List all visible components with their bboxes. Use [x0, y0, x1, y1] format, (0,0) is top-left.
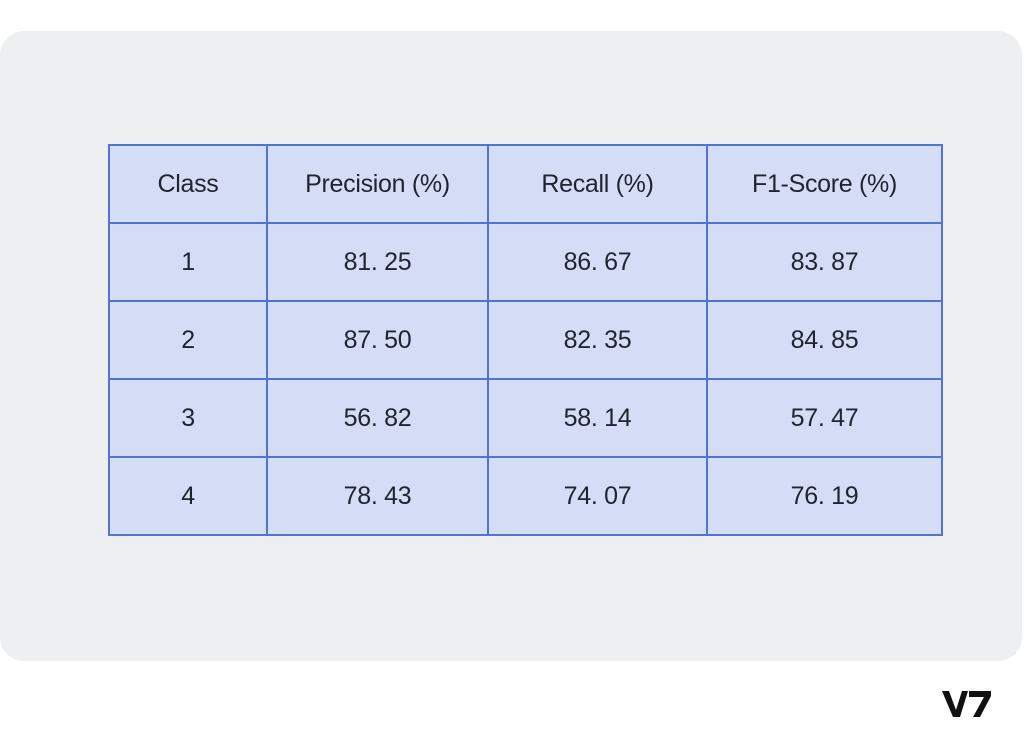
v7-logo-icon	[942, 688, 992, 720]
metrics-table: Class Precision (%) Recall (%) F1-Score …	[108, 144, 943, 536]
class-cell: 3	[108, 378, 268, 458]
v7-logo-v-inner-shape	[957, 691, 968, 717]
table-header-row: Class Precision (%) Recall (%) F1-Score …	[108, 144, 943, 224]
header-cell-precision: Precision (%)	[266, 144, 489, 224]
precision-cell: 81. 25	[266, 222, 489, 302]
f1-score-cell: 84. 85	[706, 300, 943, 380]
precision-cell: 78. 43	[266, 456, 489, 536]
recall-cell: 86. 67	[487, 222, 708, 302]
v7-logo-svg	[942, 691, 991, 717]
f1-score-cell: 57. 47	[706, 378, 943, 458]
header-cell-f1-score: F1-Score (%)	[706, 144, 943, 224]
precision-cell: 56. 82	[266, 378, 489, 458]
class-cell: 4	[108, 456, 268, 536]
header-cell-recall: Recall (%)	[487, 144, 708, 224]
recall-cell: 74. 07	[487, 456, 708, 536]
v7-logo-seven-shape	[969, 691, 991, 717]
class-cell: 1	[108, 222, 268, 302]
table-row: 2 87. 50 82. 35 84. 85	[108, 300, 943, 380]
table-row: 3 56. 82 58. 14 57. 47	[108, 378, 943, 458]
precision-cell: 87. 50	[266, 300, 489, 380]
header-cell-class: Class	[108, 144, 268, 224]
class-cell: 2	[108, 300, 268, 380]
f1-score-cell: 83. 87	[706, 222, 943, 302]
table-row: 1 81. 25 86. 67 83. 87	[108, 222, 943, 302]
recall-cell: 58. 14	[487, 378, 708, 458]
recall-cell: 82. 35	[487, 300, 708, 380]
f1-score-cell: 76. 19	[706, 456, 943, 536]
table-row: 4 78. 43 74. 07 76. 19	[108, 456, 943, 536]
